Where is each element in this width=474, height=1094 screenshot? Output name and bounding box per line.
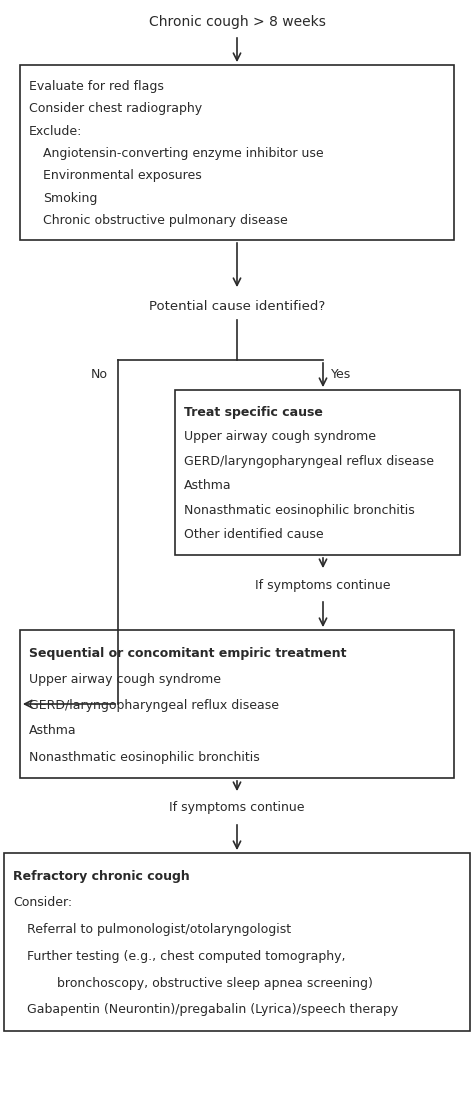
Text: Sequential or concomitant empiric treatment: Sequential or concomitant empiric treatm… (29, 647, 346, 660)
Text: Environmental exposures: Environmental exposures (43, 170, 202, 183)
Text: bronchoscopy, obstructive sleep apnea screening): bronchoscopy, obstructive sleep apnea sc… (41, 977, 373, 989)
Text: Angiotensin-converting enzyme inhibitor use: Angiotensin-converting enzyme inhibitor … (43, 147, 324, 160)
Text: Gabapentin (Neurontin)/pregabalin (Lyrica)/speech therapy: Gabapentin (Neurontin)/pregabalin (Lyric… (27, 1003, 398, 1016)
Text: GERD/laryngopharyngeal reflux disease: GERD/laryngopharyngeal reflux disease (184, 455, 434, 468)
Text: Further testing (e.g., chest computed tomography,: Further testing (e.g., chest computed to… (27, 950, 346, 963)
Bar (20, 65, 454, 240)
Text: Referral to pulmonologist/otolaryngologist: Referral to pulmonologist/otolaryngologi… (27, 923, 291, 936)
Text: Consider:: Consider: (13, 896, 72, 909)
Text: Nonasthmatic eosinophilic bronchitis: Nonasthmatic eosinophilic bronchitis (184, 503, 415, 516)
Text: No: No (91, 368, 108, 381)
Text: Upper airway cough syndrome: Upper airway cough syndrome (184, 430, 376, 443)
Text: Evaluate for red flags: Evaluate for red flags (29, 80, 164, 93)
Text: Yes: Yes (331, 368, 351, 381)
Text: Consider chest radiography: Consider chest radiography (29, 102, 202, 115)
Text: Treat specific cause: Treat specific cause (184, 406, 323, 419)
Text: Chronic obstructive pulmonary disease: Chronic obstructive pulmonary disease (43, 214, 288, 228)
Text: Chronic cough > 8 weeks: Chronic cough > 8 weeks (148, 15, 326, 30)
Text: Exclude:: Exclude: (29, 125, 82, 138)
Text: Asthma: Asthma (184, 479, 232, 492)
Text: If symptoms continue: If symptoms continue (169, 802, 305, 815)
Text: GERD/laryngopharyngeal reflux disease: GERD/laryngopharyngeal reflux disease (29, 698, 279, 711)
Text: Smoking: Smoking (43, 191, 97, 205)
Text: If symptoms continue: If symptoms continue (255, 579, 391, 592)
Bar (175, 389, 460, 555)
Text: Asthma: Asthma (29, 724, 77, 737)
Text: Potential cause identified?: Potential cause identified? (149, 300, 325, 313)
Text: Refractory chronic cough: Refractory chronic cough (13, 870, 190, 883)
Text: Other identified cause: Other identified cause (184, 528, 324, 542)
Bar (20, 630, 454, 778)
Bar (4, 853, 470, 1031)
Text: Upper airway cough syndrome: Upper airway cough syndrome (29, 673, 221, 686)
Text: Nonasthmatic eosinophilic bronchitis: Nonasthmatic eosinophilic bronchitis (29, 750, 260, 764)
